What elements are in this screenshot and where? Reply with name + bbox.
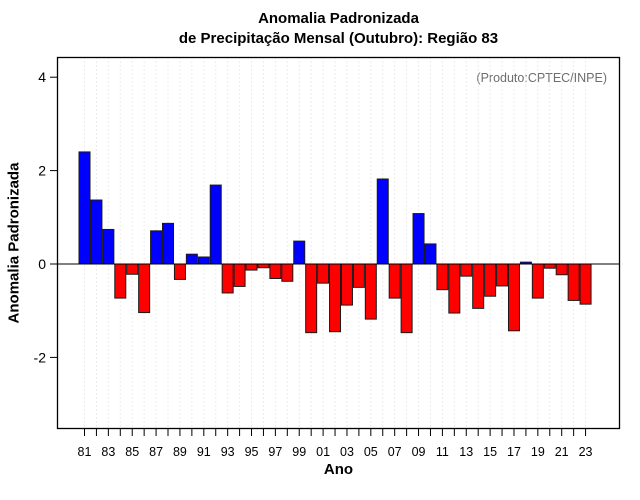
- bar-19: [531, 263, 544, 299]
- bar-89: [173, 263, 186, 280]
- x-tick-label: 01: [316, 445, 330, 459]
- bar-13: [460, 263, 473, 277]
- bar-09: [412, 213, 425, 265]
- plot-border: [56, 56, 621, 430]
- bar-82: [90, 199, 103, 265]
- x-tick-label: 13: [459, 445, 473, 459]
- x-tick-label: 15: [483, 445, 497, 459]
- bar-11: [436, 263, 449, 291]
- x-tick-label: 89: [173, 445, 187, 459]
- bar-88: [162, 222, 175, 265]
- bar-94: [233, 263, 246, 287]
- bar-92: [209, 184, 222, 265]
- chart-title-line1: Anomalia Padronizada: [258, 10, 419, 27]
- bar-08: [400, 263, 413, 334]
- bar-04: [352, 263, 365, 288]
- x-tick-label: 17: [507, 445, 521, 459]
- bar-85: [126, 263, 139, 275]
- x-tick-label: 93: [221, 445, 235, 459]
- bar-23: [579, 263, 592, 305]
- x-tick-label: 09: [412, 445, 426, 459]
- x-tick-label: 95: [245, 445, 259, 459]
- bar-01: [317, 263, 330, 284]
- bar-93: [221, 263, 234, 294]
- y-tick-label: -2: [34, 349, 47, 365]
- y-tick-label: 2: [38, 163, 46, 179]
- bar-17: [507, 263, 520, 332]
- x-tick-label: 03: [340, 445, 354, 459]
- bar-97: [269, 263, 282, 279]
- bar-90: [185, 253, 198, 265]
- bar-10: [424, 243, 437, 265]
- bar-20: [543, 263, 556, 269]
- x-axis-ticks: 81 83 85 87 89 91 93 95 97 99 01 03 05 07 09 11 13 15 17 19…: [78, 429, 593, 459]
- bar-83: [102, 228, 115, 265]
- y-axis-ticks: -2 0 2 4: [34, 69, 57, 365]
- x-tick-label: 81: [78, 445, 92, 459]
- bar-99: [293, 240, 306, 265]
- bar-06: [376, 178, 389, 265]
- bar-07: [388, 263, 401, 299]
- bar-16: [496, 263, 509, 287]
- x-tick-label: 21: [555, 445, 569, 459]
- bar-22: [567, 263, 580, 301]
- x-tick-label: 91: [197, 445, 211, 459]
- x-tick-label: 99: [292, 445, 306, 459]
- bar-15: [484, 263, 497, 297]
- source-annotation: (Produto:CPTEC/INPE): [476, 71, 607, 85]
- x-tick-label: 85: [125, 445, 139, 459]
- bar-84: [114, 263, 127, 299]
- bar-87: [150, 230, 163, 265]
- x-tick-label: 19: [531, 445, 545, 459]
- x-tick-label: 11: [436, 445, 449, 459]
- bar-21: [555, 263, 568, 276]
- x-axis-title: Ano: [323, 461, 354, 478]
- bar-05: [364, 263, 377, 320]
- x-tick-label: 87: [149, 445, 163, 459]
- x-tick-label: 05: [364, 445, 378, 459]
- bar-12: [448, 263, 461, 314]
- bar-14: [472, 263, 485, 309]
- y-tick-label: 0: [38, 256, 46, 272]
- x-tick-label: 83: [101, 445, 115, 459]
- bar-96: [257, 263, 270, 269]
- bar-98: [281, 263, 294, 282]
- chart-title-line2: de Precipitação Mensal (Outubro): Região…: [178, 30, 499, 47]
- bar-00: [305, 263, 318, 334]
- x-tick-label: 97: [268, 445, 282, 459]
- x-tick-label: 07: [388, 445, 402, 459]
- x-tick-label: 23: [579, 445, 593, 459]
- y-axis-title: Anomalia Padronizada: [5, 162, 23, 324]
- bar-91: [197, 256, 210, 265]
- y-tick-label: 4: [38, 69, 46, 85]
- bar-02: [329, 263, 342, 333]
- bar-03: [340, 263, 353, 306]
- bar-95: [245, 263, 258, 271]
- bar-81: [78, 151, 91, 265]
- bar-86: [138, 263, 151, 314]
